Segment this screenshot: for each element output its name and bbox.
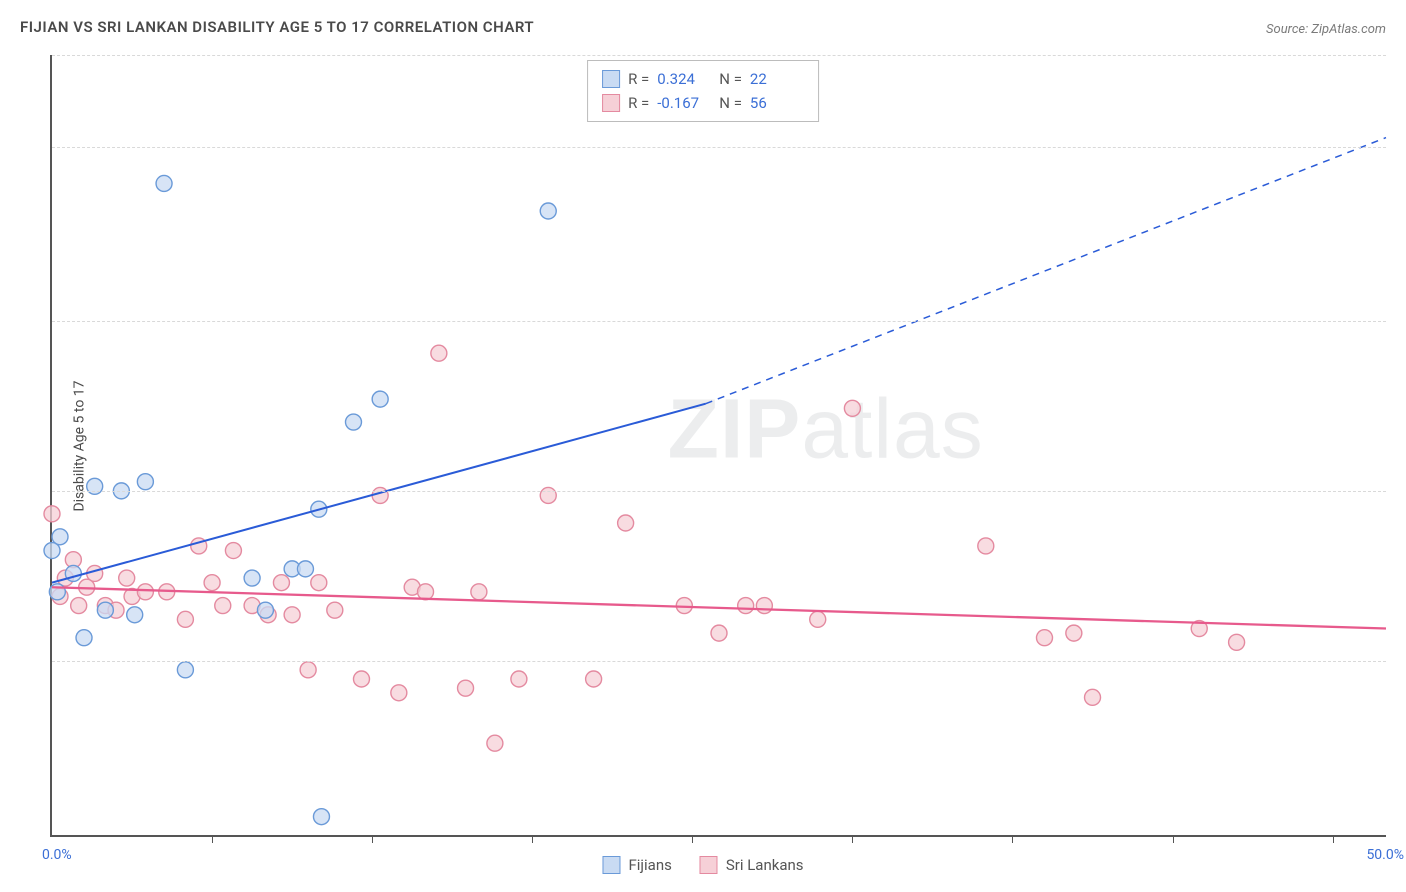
data-point [618,515,634,531]
r-label: R = [628,67,649,91]
data-point [284,607,300,623]
gridline-h: 3.8% [52,661,1386,662]
data-point [1229,634,1245,650]
legend-label: Sri Lankans [726,856,804,874]
data-point [327,602,343,618]
n-value: 22 [750,67,804,91]
x-tick [852,835,853,843]
data-point [540,203,556,219]
data-point [711,625,727,641]
scatter-plot-svg [52,55,1386,835]
data-point [431,345,447,361]
r-value: 0.324 [657,67,711,91]
data-point [1066,625,1082,641]
data-point [586,671,602,687]
data-point [978,538,994,554]
data-point [257,602,273,618]
data-point [177,611,193,627]
data-point [756,598,772,614]
x-tick [692,835,693,843]
data-point [273,575,289,591]
x-tick [1333,835,1334,843]
source-label: Source: ZipAtlas.com [1266,22,1386,37]
data-point [311,575,327,591]
data-point [244,570,260,586]
legend-swatch [602,856,620,874]
data-point [204,575,220,591]
r-label: R = [628,91,649,115]
gridline-h [52,55,1386,56]
data-point [1085,689,1101,705]
data-point [76,630,92,646]
x-tick [212,835,213,843]
gridline-h: 7.5% [52,491,1386,492]
n-label: N = [719,91,742,115]
data-point [215,598,231,614]
legend-stat-row: R = 0.324 N = 22 [602,67,804,91]
trend-line-extrapolated [706,138,1386,404]
data-point [137,474,153,490]
legend-label: Fijians [628,856,671,874]
data-point [300,662,316,678]
gridline-h: 11.2% [52,321,1386,322]
data-point [810,611,826,627]
legend-stat-row: R = -0.167 N = 56 [602,91,804,115]
data-point [225,543,241,559]
data-point [313,809,329,825]
data-point [97,602,113,618]
chart-title: FIJIAN VS SRI LANKAN DISABILITY AGE 5 TO… [20,18,534,36]
data-point [372,391,388,407]
x-tick [532,835,533,843]
data-point [540,487,556,503]
data-point [844,400,860,416]
data-point [177,662,193,678]
data-point [127,607,143,623]
data-point [71,598,87,614]
x-tick [1012,835,1013,843]
x-axis-min-label: 0.0% [42,847,72,863]
legend-item: Fijians [602,856,671,874]
data-point [345,414,361,430]
data-point [738,598,754,614]
data-point [458,680,474,696]
gridline-h: 15.0% [52,147,1386,148]
legend-swatch [602,94,620,112]
x-tick [372,835,373,843]
data-point [44,506,60,522]
data-point [1036,630,1052,646]
n-value: 56 [750,91,804,115]
legend-swatch [602,70,620,88]
data-point [156,175,172,191]
data-point [297,561,313,577]
data-point [511,671,527,687]
data-point [391,685,407,701]
trend-line [52,404,706,583]
r-value: -0.167 [657,91,711,115]
series-legend: Fijians Sri Lankans [602,856,803,874]
n-label: N = [719,67,742,91]
chart-plot-area: ZIPatlas 0.0% 50.0% 3.8%7.5%11.2%15.0% [50,55,1386,837]
data-point [87,478,103,494]
legend-item: Sri Lankans [700,856,804,874]
data-point [471,584,487,600]
data-point [137,584,153,600]
correlation-legend: R = 0.324 N = 22 R = -0.167 N = 56 [587,60,819,122]
data-point [49,584,65,600]
data-point [418,584,434,600]
data-point [119,570,135,586]
data-point [372,487,388,503]
data-point [52,529,68,545]
data-point [353,671,369,687]
legend-swatch [700,856,718,874]
x-axis-max-label: 50.0% [1366,847,1404,863]
data-point [487,735,503,751]
x-tick [1173,835,1174,843]
